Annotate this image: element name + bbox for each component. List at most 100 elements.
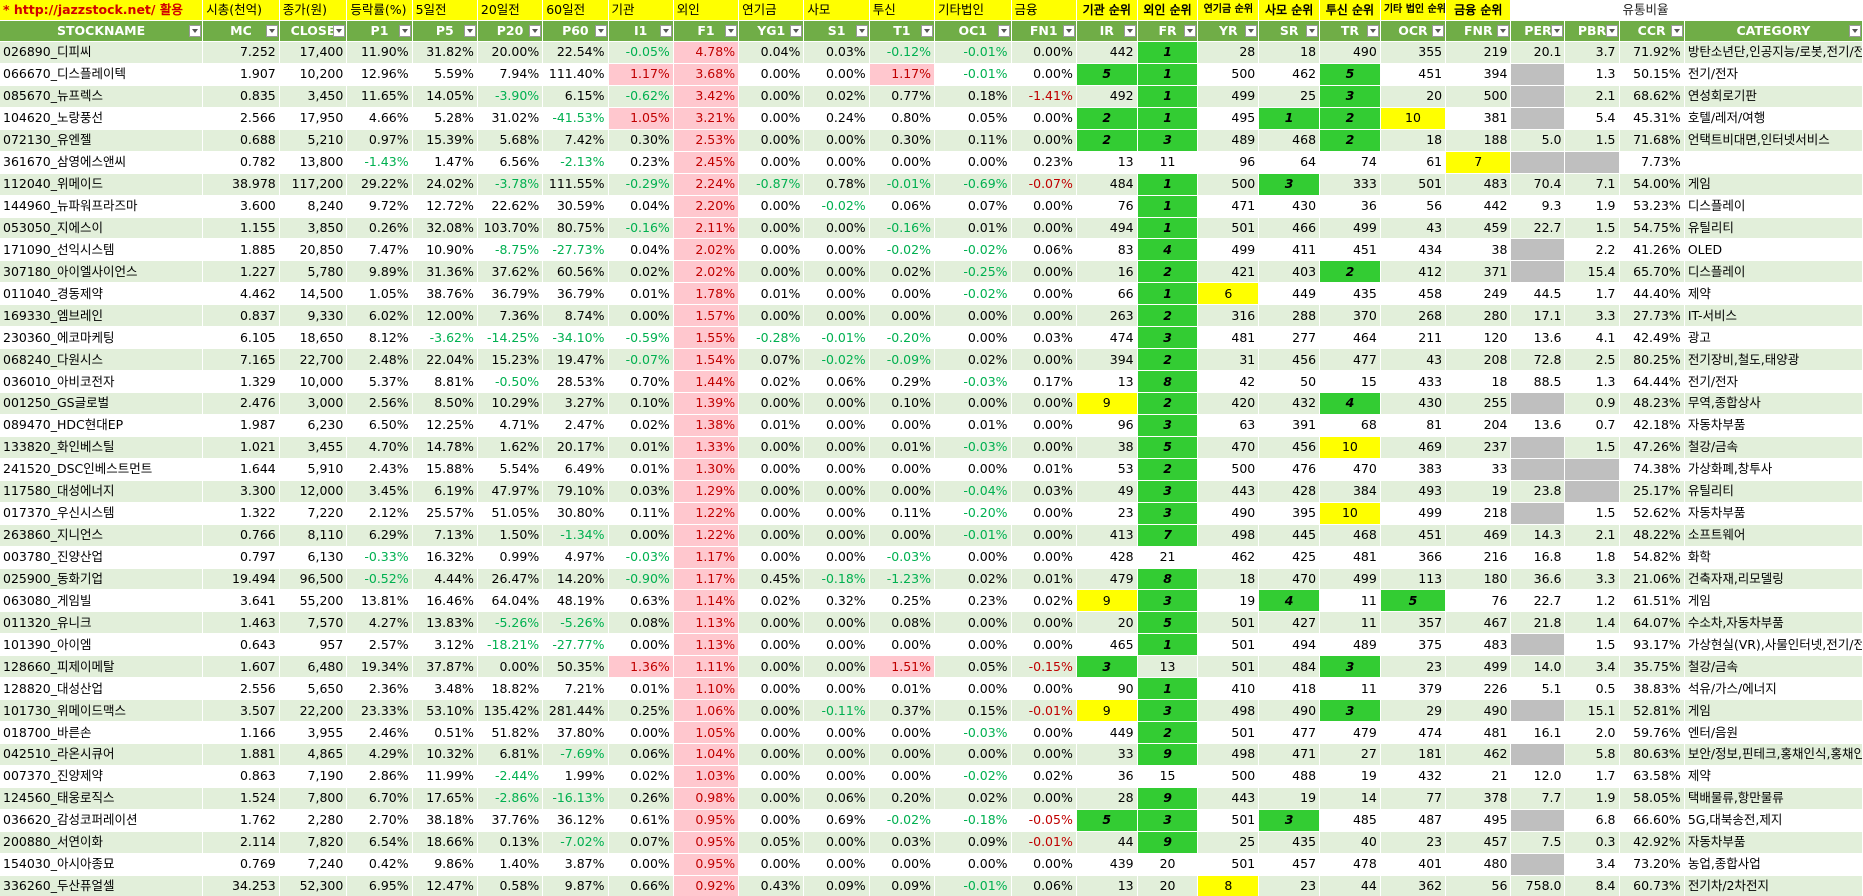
cell-p5[interactable]: 8.50%: [412, 392, 478, 415]
cell-ccr[interactable]: 59.76%: [1619, 721, 1685, 744]
table-row[interactable]: 089470_HDC현대EP 1.987 6,230 6.50% 12.25% 4.71%…: [0, 414, 1863, 437]
cell-oc1[interactable]: 0.00%: [934, 743, 1012, 766]
cell-category[interactable]: 철강/금속: [1684, 655, 1863, 679]
cell-p1[interactable]: 2.48%: [346, 348, 413, 372]
cell-t1[interactable]: 0.02%: [869, 260, 935, 284]
cell-close[interactable]: 4,865: [279, 743, 348, 766]
cell-tr[interactable]: 477: [1319, 348, 1381, 372]
cell-tr[interactable]: 2: [1319, 129, 1381, 152]
cell-p60[interactable]: 30.59%: [542, 195, 609, 218]
cell-fn1[interactable]: 0.00%: [1011, 502, 1077, 525]
cell-ir[interactable]: 494: [1076, 217, 1138, 240]
cell-p1[interactable]: 6.50%: [346, 414, 413, 437]
cell-fr[interactable]: 21: [1137, 546, 1199, 569]
cell-fr[interactable]: 9: [1137, 831, 1199, 854]
cell-oc1[interactable]: -0.02%: [934, 765, 1012, 788]
cell-yg1[interactable]: 0.00%: [738, 611, 805, 635]
cell-fnr[interactable]: 188: [1445, 129, 1512, 152]
cell-p5[interactable]: 38.76%: [412, 282, 478, 306]
filter-dropdown-icon[interactable]: [659, 25, 672, 37]
cell-f1[interactable]: 0.95%: [673, 809, 740, 832]
cell-oc1[interactable]: 0.00%: [934, 392, 1012, 415]
cell-tr[interactable]: 481: [1319, 546, 1381, 569]
cell-yg1[interactable]: 0.43%: [738, 875, 805, 896]
cell-category[interactable]: 자동차부품: [1684, 414, 1863, 437]
cell-ir[interactable]: 413: [1076, 524, 1138, 547]
cell-ccr[interactable]: 80.25%: [1619, 348, 1685, 372]
cell-pbr[interactable]: 2.2: [1564, 238, 1620, 262]
cell-i1[interactable]: 1.05%: [608, 107, 674, 130]
cell-mc[interactable]: 2.476: [202, 392, 280, 415]
cell-f1[interactable]: 1.04%: [673, 743, 740, 766]
cell-category[interactable]: 농업,종합사업: [1684, 853, 1863, 876]
cell-pbr[interactable]: 0.9: [1564, 392, 1620, 415]
cell-t1[interactable]: 0.03%: [869, 831, 935, 854]
cell-fnr[interactable]: 499: [1445, 655, 1512, 679]
cell-tr[interactable]: 485: [1319, 809, 1381, 832]
cell-tr[interactable]: 2: [1319, 107, 1381, 130]
cell-fn1[interactable]: 0.03%: [1011, 326, 1077, 350]
cell-close[interactable]: 8,110: [279, 524, 348, 547]
cell-p20[interactable]: -3.90%: [477, 85, 544, 108]
cell-mc[interactable]: 1.885: [202, 238, 280, 262]
cell-per[interactable]: 758.0: [1510, 875, 1566, 896]
cell-yg1[interactable]: 0.00%: [738, 765, 805, 788]
cell-f1[interactable]: 1.30%: [673, 458, 740, 481]
cell-fnr[interactable]: 7: [1445, 151, 1512, 174]
column-header-sr[interactable]: SR: [1258, 20, 1321, 42]
cell-s1[interactable]: 0.00%: [803, 480, 870, 503]
cell-yg1[interactable]: 0.00%: [738, 633, 805, 657]
cell-p60[interactable]: 50.35%: [542, 655, 609, 679]
cell-i1[interactable]: 0.03%: [608, 480, 674, 503]
cell-yg1[interactable]: 0.07%: [738, 348, 805, 372]
cell-fn1[interactable]: 0.00%: [1011, 721, 1077, 744]
cell-p5[interactable]: 11.99%: [412, 765, 478, 788]
cell-oc1[interactable]: 0.00%: [934, 853, 1012, 876]
cell-oc1[interactable]: -0.03%: [934, 436, 1012, 459]
cell-p5[interactable]: 32.08%: [412, 217, 478, 240]
cell-per[interactable]: 36.6: [1510, 568, 1566, 591]
cell-sr[interactable]: 4: [1258, 589, 1321, 613]
cell-p1[interactable]: -0.52%: [346, 568, 413, 591]
cell-f1[interactable]: 0.95%: [673, 853, 740, 876]
cell-yg1[interactable]: 0.00%: [738, 151, 805, 174]
cell-sr[interactable]: 50: [1258, 370, 1321, 393]
filter-dropdown-icon[interactable]: [855, 25, 868, 37]
cell-t1[interactable]: 0.29%: [869, 370, 935, 393]
cell-t1[interactable]: -0.12%: [869, 41, 935, 64]
cell-yg1[interactable]: 0.00%: [738, 853, 805, 876]
cell-yr[interactable]: 18: [1197, 568, 1260, 591]
cell-yg1[interactable]: -0.87%: [738, 173, 805, 196]
cell-p20[interactable]: 135.42%: [477, 699, 544, 723]
cell-p20[interactable]: 1.62%: [477, 436, 544, 459]
cell-category[interactable]: 게임: [1684, 589, 1863, 613]
cell-sr[interactable]: 3: [1258, 173, 1321, 196]
cell-fn1[interactable]: 0.00%: [1011, 414, 1077, 437]
cell-fn1[interactable]: 0.00%: [1011, 41, 1077, 64]
cell-f1[interactable]: 2.11%: [673, 217, 740, 240]
cell-f1[interactable]: 3.21%: [673, 107, 740, 130]
cell-p5[interactable]: 15.88%: [412, 458, 478, 481]
cell-p5[interactable]: 12.25%: [412, 414, 478, 437]
cell-p5[interactable]: 0.51%: [412, 721, 478, 744]
cell-p5[interactable]: 18.66%: [412, 831, 478, 854]
cell-yg1[interactable]: 0.00%: [738, 743, 805, 766]
cell-p20[interactable]: -2.44%: [477, 765, 544, 788]
cell-p1[interactable]: 6.02%: [346, 304, 413, 328]
table-row[interactable]: 307180_아이엘사이언스 1.227 5,780 9.89% 31.36% 37.62…: [0, 260, 1863, 284]
column-header-i1[interactable]: I1: [608, 20, 674, 42]
cell-per[interactable]: [1510, 633, 1566, 657]
cell-stockname[interactable]: 011040_경동제약: [0, 282, 204, 306]
cell-yr[interactable]: 501: [1197, 611, 1260, 635]
cell-p1[interactable]: 23.33%: [346, 699, 413, 723]
cell-p1[interactable]: -0.33%: [346, 546, 413, 569]
cell-ccr[interactable]: 47.26%: [1619, 436, 1685, 459]
cell-fr[interactable]: 1: [1137, 107, 1199, 130]
cell-category[interactable]: 무역,종합상사: [1684, 392, 1863, 415]
cell-yg1[interactable]: 0.00%: [738, 304, 805, 328]
cell-yr[interactable]: 410: [1197, 677, 1260, 701]
cell-close[interactable]: 22,700: [279, 348, 348, 372]
cell-category[interactable]: IT-서비스: [1684, 304, 1863, 328]
cell-yr[interactable]: 495: [1197, 107, 1260, 130]
cell-oc1[interactable]: 0.09%: [934, 831, 1012, 854]
